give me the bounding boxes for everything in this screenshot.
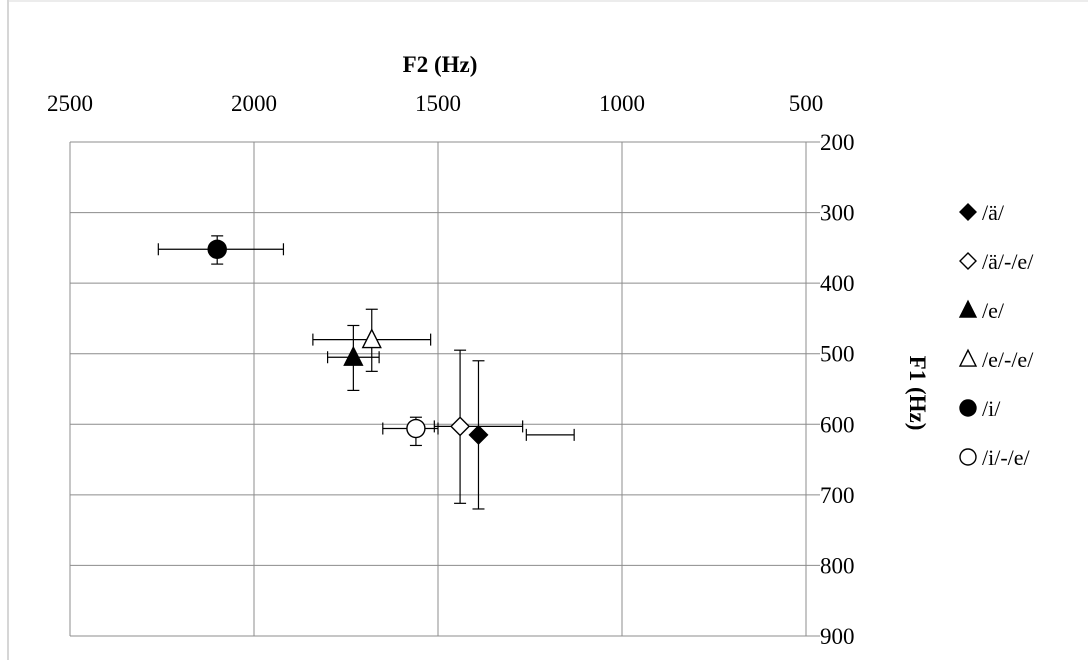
- legend-label: /ä/-/e/: [982, 249, 1034, 274]
- legend-marker-diamond-open: [959, 252, 977, 270]
- y-tick-label: 200: [820, 130, 855, 155]
- data-point-circle-filled: [207, 239, 227, 259]
- y-tick-label: 400: [820, 271, 855, 296]
- data-point-triangle-filled: [343, 345, 364, 366]
- y-tick-label: 900: [820, 624, 855, 649]
- x-tick-label: 500: [789, 91, 824, 116]
- legend-marker-circle-filled: [959, 399, 977, 417]
- error-bars: [157, 235, 575, 510]
- legend-label: /e/-/e/: [982, 347, 1034, 372]
- data-point-diamond-open: [450, 416, 471, 437]
- legend-marker-triangle-filled: [958, 299, 978, 318]
- legend-label: /ä/: [982, 200, 1005, 225]
- data-point-circle-open: [406, 418, 426, 439]
- legend-label: /i/: [982, 396, 1001, 421]
- data-point-diamond-filled: [468, 424, 489, 445]
- legend-label: /e/: [982, 298, 1005, 323]
- x-tick-label: 1000: [599, 91, 645, 116]
- data-points: [207, 239, 489, 445]
- legend-marker-circle-open: [959, 448, 977, 466]
- grid-layer: [69, 141, 820, 637]
- x-tick-label: 1500: [415, 91, 461, 116]
- legend: /ä/ /ä/-/e/ /e/ /e/-/e/ /i/ /i/-/e/: [958, 200, 1034, 470]
- tick-labels: 200 300 400 500 600 700 800 900 2500 2000 1500 1000…: [47, 91, 855, 649]
- legend-marker-diamond-filled: [959, 203, 977, 221]
- x-axis-title: F2 (Hz): [403, 52, 478, 77]
- y-tick-label: 600: [820, 412, 855, 437]
- x-tick-label: 2000: [231, 91, 277, 116]
- legend-marker-triangle-open: [958, 348, 978, 367]
- data-point-triangle-open: [361, 328, 382, 349]
- y-tick-label: 300: [820, 201, 855, 226]
- x-tick-label: 2500: [47, 91, 93, 116]
- legend-label: /i/-/e/: [982, 445, 1031, 470]
- y-tick-label: 700: [820, 483, 855, 508]
- y-tick-label: 500: [820, 342, 855, 367]
- y-tick-label: 800: [820, 553, 855, 578]
- y-axis-title: F1 (Hz): [905, 356, 930, 431]
